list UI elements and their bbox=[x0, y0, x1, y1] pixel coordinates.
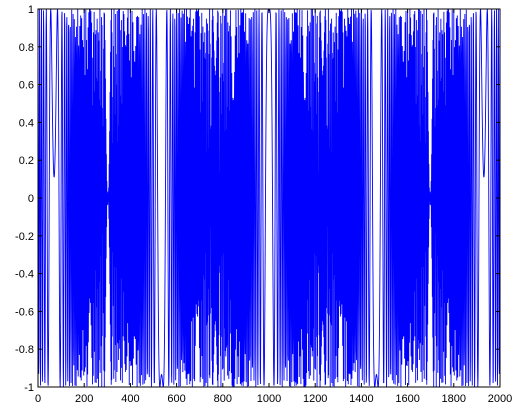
y-tick-label: 0.8 bbox=[19, 42, 34, 54]
x-tick-label: 200 bbox=[75, 393, 93, 405]
x-tick-label: 1800 bbox=[442, 393, 466, 405]
y-tick-label: -0.2 bbox=[15, 231, 34, 243]
x-tick-label: 0 bbox=[35, 393, 41, 405]
x-tick-label: 1400 bbox=[349, 393, 373, 405]
x-tick-label: 1200 bbox=[303, 393, 327, 405]
x-tick-label: 600 bbox=[167, 393, 185, 405]
y-tick-label: -0.6 bbox=[15, 306, 34, 318]
x-tick-label: 400 bbox=[121, 393, 139, 405]
x-tick-label: 800 bbox=[214, 393, 232, 405]
y-tick-label: 0.6 bbox=[19, 80, 34, 92]
y-axis: -1 -0.8 -0.6 -0.4 -0.2 0 0.2 0.4 0.6 0.8 1 bbox=[15, 4, 500, 394]
y-tick-label: -0.8 bbox=[15, 344, 34, 356]
x-tick-label: 1600 bbox=[395, 393, 419, 405]
y-tick-label: 0.4 bbox=[19, 117, 34, 129]
x-axis: 0 200 400 600 800 1000 1200 1400 1600 1800 2000 bbox=[35, 9, 512, 405]
y-tick-label: 1 bbox=[28, 4, 34, 16]
x-tick-label: 1000 bbox=[257, 393, 281, 405]
x-tick-label: 2000 bbox=[488, 393, 512, 405]
series-line bbox=[38, 9, 500, 387]
y-tick-label: -0.4 bbox=[15, 269, 34, 281]
y-tick-label: 0.2 bbox=[19, 155, 34, 167]
y-tick-label: 0 bbox=[28, 193, 34, 205]
y-tick-label: -1 bbox=[24, 382, 34, 394]
